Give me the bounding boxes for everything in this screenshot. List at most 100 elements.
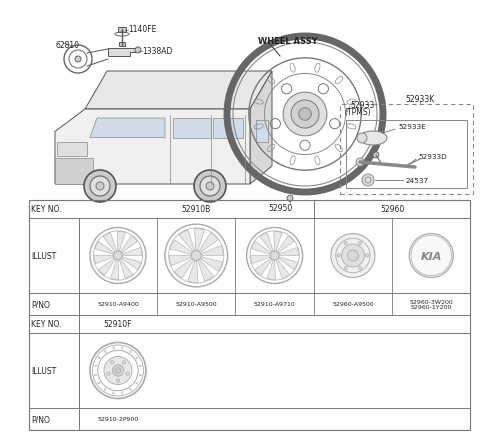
- Polygon shape: [260, 233, 273, 252]
- Polygon shape: [179, 230, 194, 252]
- Circle shape: [362, 174, 374, 187]
- Polygon shape: [55, 110, 250, 184]
- Circle shape: [344, 242, 348, 245]
- Polygon shape: [169, 256, 192, 266]
- Circle shape: [200, 177, 220, 197]
- Text: KEY NO.: KEY NO.: [31, 205, 61, 214]
- Bar: [340, 105, 473, 194]
- Text: 52960: 52960: [380, 205, 404, 214]
- Text: 52933D: 52933D: [418, 154, 447, 160]
- Polygon shape: [108, 49, 136, 57]
- Circle shape: [110, 361, 114, 364]
- Text: 52933K: 52933K: [405, 95, 434, 104]
- Circle shape: [107, 372, 110, 375]
- Polygon shape: [110, 260, 119, 280]
- Polygon shape: [120, 260, 132, 279]
- Circle shape: [341, 244, 364, 267]
- Text: 1140FE: 1140FE: [128, 24, 156, 33]
- Polygon shape: [256, 120, 268, 142]
- Text: P/NO: P/NO: [31, 300, 49, 309]
- Text: 52910B: 52910B: [181, 205, 211, 214]
- Polygon shape: [251, 256, 270, 264]
- Ellipse shape: [359, 132, 387, 146]
- Text: 52950: 52950: [268, 204, 292, 213]
- Polygon shape: [168, 127, 182, 137]
- Polygon shape: [199, 233, 218, 253]
- Polygon shape: [201, 257, 222, 272]
- Circle shape: [104, 357, 132, 385]
- Polygon shape: [173, 119, 211, 138]
- Circle shape: [291, 101, 319, 129]
- Bar: [119, 43, 125, 47]
- Text: (TPMS): (TPMS): [344, 107, 371, 116]
- Text: ILLUST: ILLUST: [31, 366, 56, 375]
- Circle shape: [75, 57, 81, 63]
- Polygon shape: [90, 119, 165, 138]
- Polygon shape: [274, 232, 282, 251]
- Circle shape: [96, 183, 104, 191]
- Polygon shape: [122, 248, 142, 256]
- Text: 52960-3W200
52960-1Y200: 52960-3W200 52960-1Y200: [409, 299, 453, 310]
- Polygon shape: [213, 119, 243, 138]
- Text: KIA: KIA: [420, 251, 442, 261]
- Polygon shape: [126, 77, 172, 132]
- Polygon shape: [255, 259, 272, 276]
- Bar: [346, 121, 467, 188]
- Circle shape: [84, 171, 116, 203]
- Circle shape: [122, 361, 126, 364]
- Polygon shape: [201, 246, 223, 256]
- Text: 52910-A9710: 52910-A9710: [254, 302, 296, 307]
- Polygon shape: [256, 120, 268, 142]
- Text: 52910-A9400: 52910-A9400: [97, 302, 139, 307]
- Polygon shape: [98, 259, 115, 276]
- Text: KEY NO.: KEY NO.: [31, 320, 61, 329]
- Bar: [118, 28, 126, 33]
- Circle shape: [287, 196, 293, 202]
- Circle shape: [115, 368, 121, 373]
- Text: 52960-A9500: 52960-A9500: [332, 302, 374, 307]
- Circle shape: [126, 372, 129, 375]
- Circle shape: [409, 234, 453, 278]
- Circle shape: [206, 183, 214, 191]
- Circle shape: [359, 242, 361, 245]
- Polygon shape: [85, 72, 272, 110]
- Polygon shape: [122, 257, 141, 270]
- Polygon shape: [198, 260, 214, 282]
- Circle shape: [348, 250, 359, 261]
- Circle shape: [194, 171, 226, 203]
- Text: 52910F: 52910F: [104, 320, 132, 329]
- Polygon shape: [277, 236, 294, 253]
- Polygon shape: [120, 236, 137, 253]
- Polygon shape: [117, 232, 125, 251]
- Bar: [57, 143, 87, 156]
- Text: 62810: 62810: [55, 40, 79, 49]
- Polygon shape: [95, 242, 114, 255]
- Circle shape: [191, 251, 201, 261]
- Circle shape: [331, 234, 375, 278]
- Circle shape: [366, 254, 369, 257]
- Polygon shape: [278, 257, 298, 270]
- Polygon shape: [174, 259, 193, 279]
- Text: P/NO: P/NO: [31, 414, 49, 424]
- Circle shape: [283, 93, 327, 137]
- Text: ILLUST: ILLUST: [31, 251, 56, 260]
- Bar: [29, 201, 470, 430]
- Polygon shape: [188, 261, 198, 283]
- Circle shape: [135, 48, 141, 54]
- Text: WHEEL ASSY: WHEEL ASSY: [258, 37, 318, 46]
- Text: 24537: 24537: [405, 178, 428, 184]
- Polygon shape: [194, 229, 204, 251]
- Circle shape: [299, 108, 311, 121]
- Polygon shape: [103, 233, 117, 252]
- Circle shape: [90, 177, 110, 197]
- Circle shape: [356, 159, 364, 167]
- Polygon shape: [94, 256, 113, 264]
- Polygon shape: [250, 72, 272, 184]
- Circle shape: [359, 267, 361, 270]
- Circle shape: [337, 254, 340, 257]
- Polygon shape: [256, 120, 268, 142]
- Text: 52910-A9500: 52910-A9500: [176, 302, 217, 307]
- Polygon shape: [267, 260, 276, 280]
- Text: 1338AD: 1338AD: [142, 46, 172, 56]
- Text: 52910-2P900: 52910-2P900: [97, 417, 139, 421]
